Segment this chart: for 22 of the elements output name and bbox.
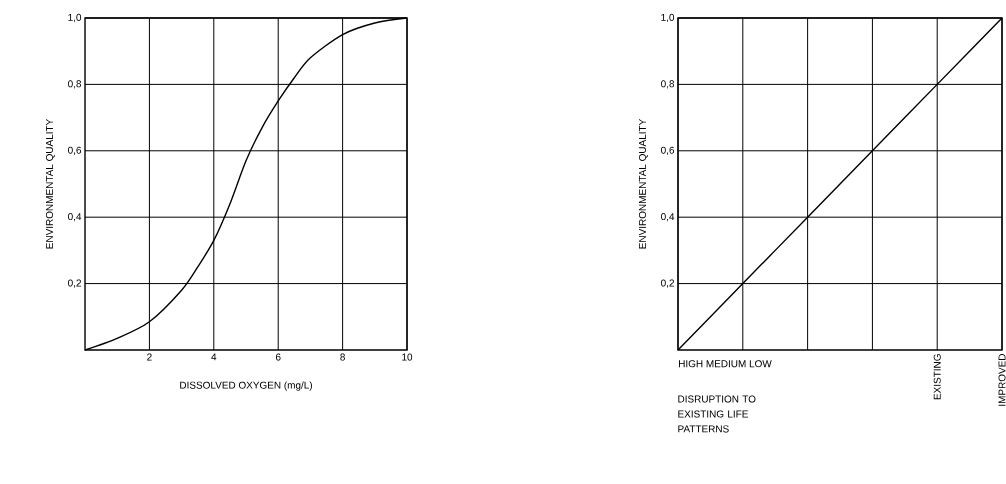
x-tick-label: 8 [340, 353, 345, 361]
y-tick-label: 0,8 [68, 80, 82, 89]
y-tick-label: 0,4 [661, 213, 675, 222]
y-tick-label: 0,4 [68, 213, 82, 222]
text: HIGH MEDIUM LOW [679, 360, 772, 368]
y-tick-label: 0,6 [661, 146, 675, 155]
x-axis-title: DISRUPTION TO EXISTING LIFE PATTERNS [678, 395, 756, 433]
y-tick-label: 0,2 [661, 279, 674, 288]
x-tick-label: EXISTING [933, 354, 941, 400]
y-axis-title: ENVIRONMENTAL QUALITY [45, 118, 55, 249]
y-tick-label: 0,8 [661, 80, 675, 89]
y-tick-label: 1,0 [661, 13, 675, 23]
x-tick-label: 2 [147, 353, 152, 361]
x-tick-label: 4 [211, 353, 217, 361]
y-tick-label: 1,0 [68, 13, 82, 23]
x-tick-label: 10 [402, 353, 413, 361]
x-tick-label: IMPROVED [998, 353, 1006, 406]
x-tick-label: 6 [275, 353, 281, 361]
y-tick-label: 0,2 [68, 279, 81, 288]
y-tick-label: 0,6 [68, 146, 82, 155]
y-axis-title: ENVIRONMENTAL QUALITY [638, 118, 648, 249]
x-axis-title: DISSOLVED OXYGEN (mg/L) [180, 381, 313, 391]
